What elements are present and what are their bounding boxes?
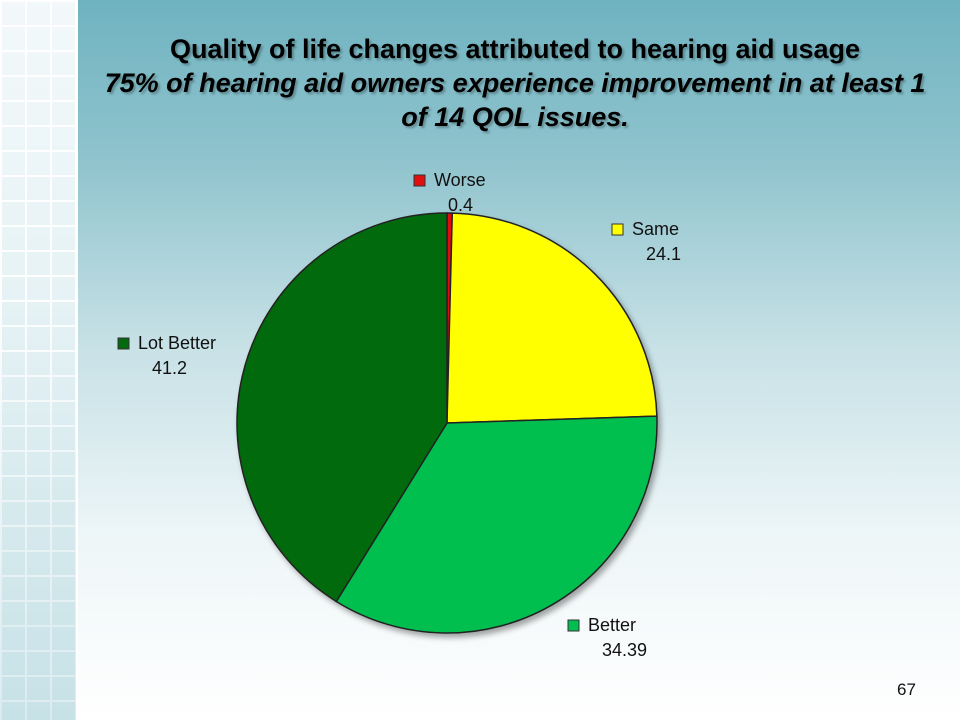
- pie-slice-same: [446, 212, 658, 424]
- slice-label-lot-better: Lot Better 41.2: [117, 333, 216, 378]
- slide-number: 67: [897, 680, 916, 699]
- slice-value-label: 24.1: [646, 244, 681, 264]
- legend-swatch: [117, 337, 130, 350]
- legend-swatch: [611, 223, 624, 236]
- slice-label-same: Same 24.1: [611, 219, 681, 264]
- title-line-1: Quality of life changes attributed to he…: [169, 34, 861, 64]
- title-line-2: 75% of hearing aid owners experience imp…: [104, 68, 926, 132]
- slice-value-label: 41.2: [152, 358, 187, 378]
- slice-category-label: Same: [632, 219, 679, 239]
- pie-slice-better: [335, 415, 658, 634]
- legend-swatch: [567, 619, 580, 632]
- slice-value-label: 34.39: [602, 640, 647, 660]
- slice-category-label: Worse: [434, 170, 486, 190]
- pie-slices: [236, 212, 658, 634]
- slice-category-label: Better: [588, 615, 636, 635]
- slice-category-label: Lot Better: [138, 333, 216, 353]
- slice-value-label: 0.4: [448, 195, 473, 215]
- decorative-grid-sidebar: [0, 0, 78, 720]
- slice-label-better: Better 34.39: [567, 615, 647, 660]
- legend-swatch: [413, 174, 426, 187]
- slide-title: Quality of life changes attributed to he…: [90, 32, 940, 134]
- pie-slice-lot-better: [236, 212, 448, 603]
- slice-label-worse: Worse 0.4: [413, 170, 486, 215]
